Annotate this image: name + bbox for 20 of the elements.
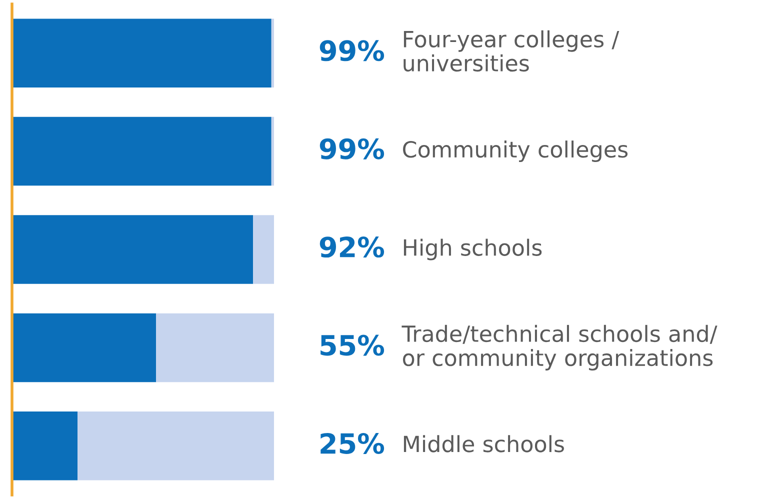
bar [271, 116, 274, 186]
bar [156, 313, 274, 382]
bar [12, 412, 78, 480]
bar [12, 313, 156, 382]
bar [12, 215, 254, 284]
y-tick-label: High schools [404, 238, 542, 260]
bar [12, 18, 272, 88]
bar [271, 18, 274, 88]
data-label: 99% [320, 138, 384, 160]
data-label: 25% [320, 432, 384, 454]
data-label: 92% [320, 236, 384, 258]
y-tick-label: Community colleges [403, 140, 628, 162]
bar [12, 116, 272, 186]
y-tick-label: Four-year colleges / universities [404, 30, 620, 72]
bar [78, 412, 274, 480]
bar [253, 215, 274, 284]
data-label: 99% [320, 40, 384, 62]
data-label: 55% [320, 334, 384, 356]
y-tick-label: Middle schools [404, 435, 564, 452]
y-tick-label: Trade/technical schools and/ or community organizations [402, 324, 718, 370]
